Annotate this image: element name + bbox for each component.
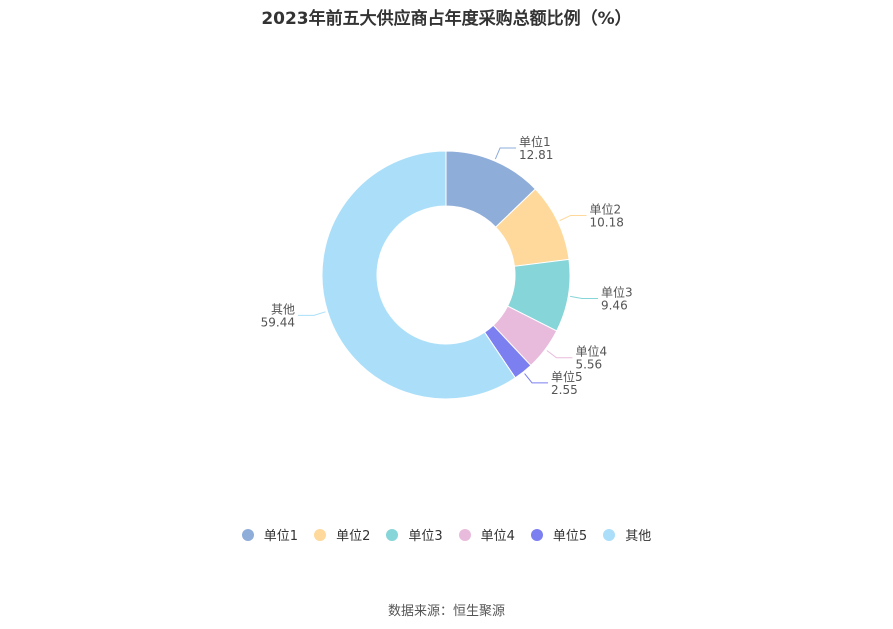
leader-line-4: [546, 350, 573, 359]
legend-label: 单位2: [336, 529, 371, 544]
slice-label-6: 其他: [271, 302, 295, 316]
slice-label-5: 单位5: [551, 369, 583, 384]
legend-label: 单位1: [263, 529, 299, 544]
legend-item-1[interactable]: 单位1: [241, 525, 299, 544]
legend-marker-icon: [386, 528, 399, 541]
slice-value-3: 9.46: [601, 298, 628, 312]
legend-label: 单位5: [552, 529, 588, 544]
slice-label-3: 单位3: [601, 284, 633, 299]
slice-value-5: 2.55: [551, 383, 578, 397]
legend-item-6[interactable]: 其他: [603, 525, 651, 544]
leader-line-5: [524, 373, 549, 384]
slice-label-1: 单位1: [519, 134, 551, 149]
slice-value-1: 12.81: [519, 148, 553, 162]
slice-value-6: 59.44: [261, 315, 295, 329]
legend-marker-icon: [241, 528, 254, 541]
legend-marker-icon: [458, 528, 471, 541]
slice-6: [321, 150, 517, 400]
source-note: 数据来源：恒生聚源: [387, 604, 505, 619]
slices-group: [321, 150, 571, 400]
legend-marker-icon: [314, 528, 327, 541]
legend-marker-icon: [603, 528, 616, 541]
legend-item-5[interactable]: 单位5: [530, 525, 588, 544]
leader-line-2: [559, 214, 587, 222]
legend-marker-icon: [530, 528, 543, 541]
leader-line-6: [298, 311, 326, 316]
legend-label: 单位4: [480, 529, 515, 544]
legend-item-4[interactable]: 单位4: [458, 525, 515, 544]
slice-label-2: 单位2: [589, 201, 621, 216]
leader-line-1: [494, 147, 517, 160]
leader-line-3: [570, 295, 598, 299]
legend-item-2[interactable]: 单位2: [314, 525, 370, 544]
slice-value-2: 10.18: [589, 215, 623, 229]
legend-item-3[interactable]: 单位3: [386, 525, 443, 544]
slice-value-4: 5.56: [575, 358, 602, 372]
chart-title: 2023年前五大供应商占年度采购总额比例（%）: [261, 9, 632, 29]
legend-label: 其他: [625, 529, 652, 544]
legend-label: 单位3: [408, 529, 443, 544]
slice-label-4: 单位4: [575, 344, 607, 359]
legend: 单位1 单位2 单位3 单位4 单位5 其他: [0, 525, 893, 544]
